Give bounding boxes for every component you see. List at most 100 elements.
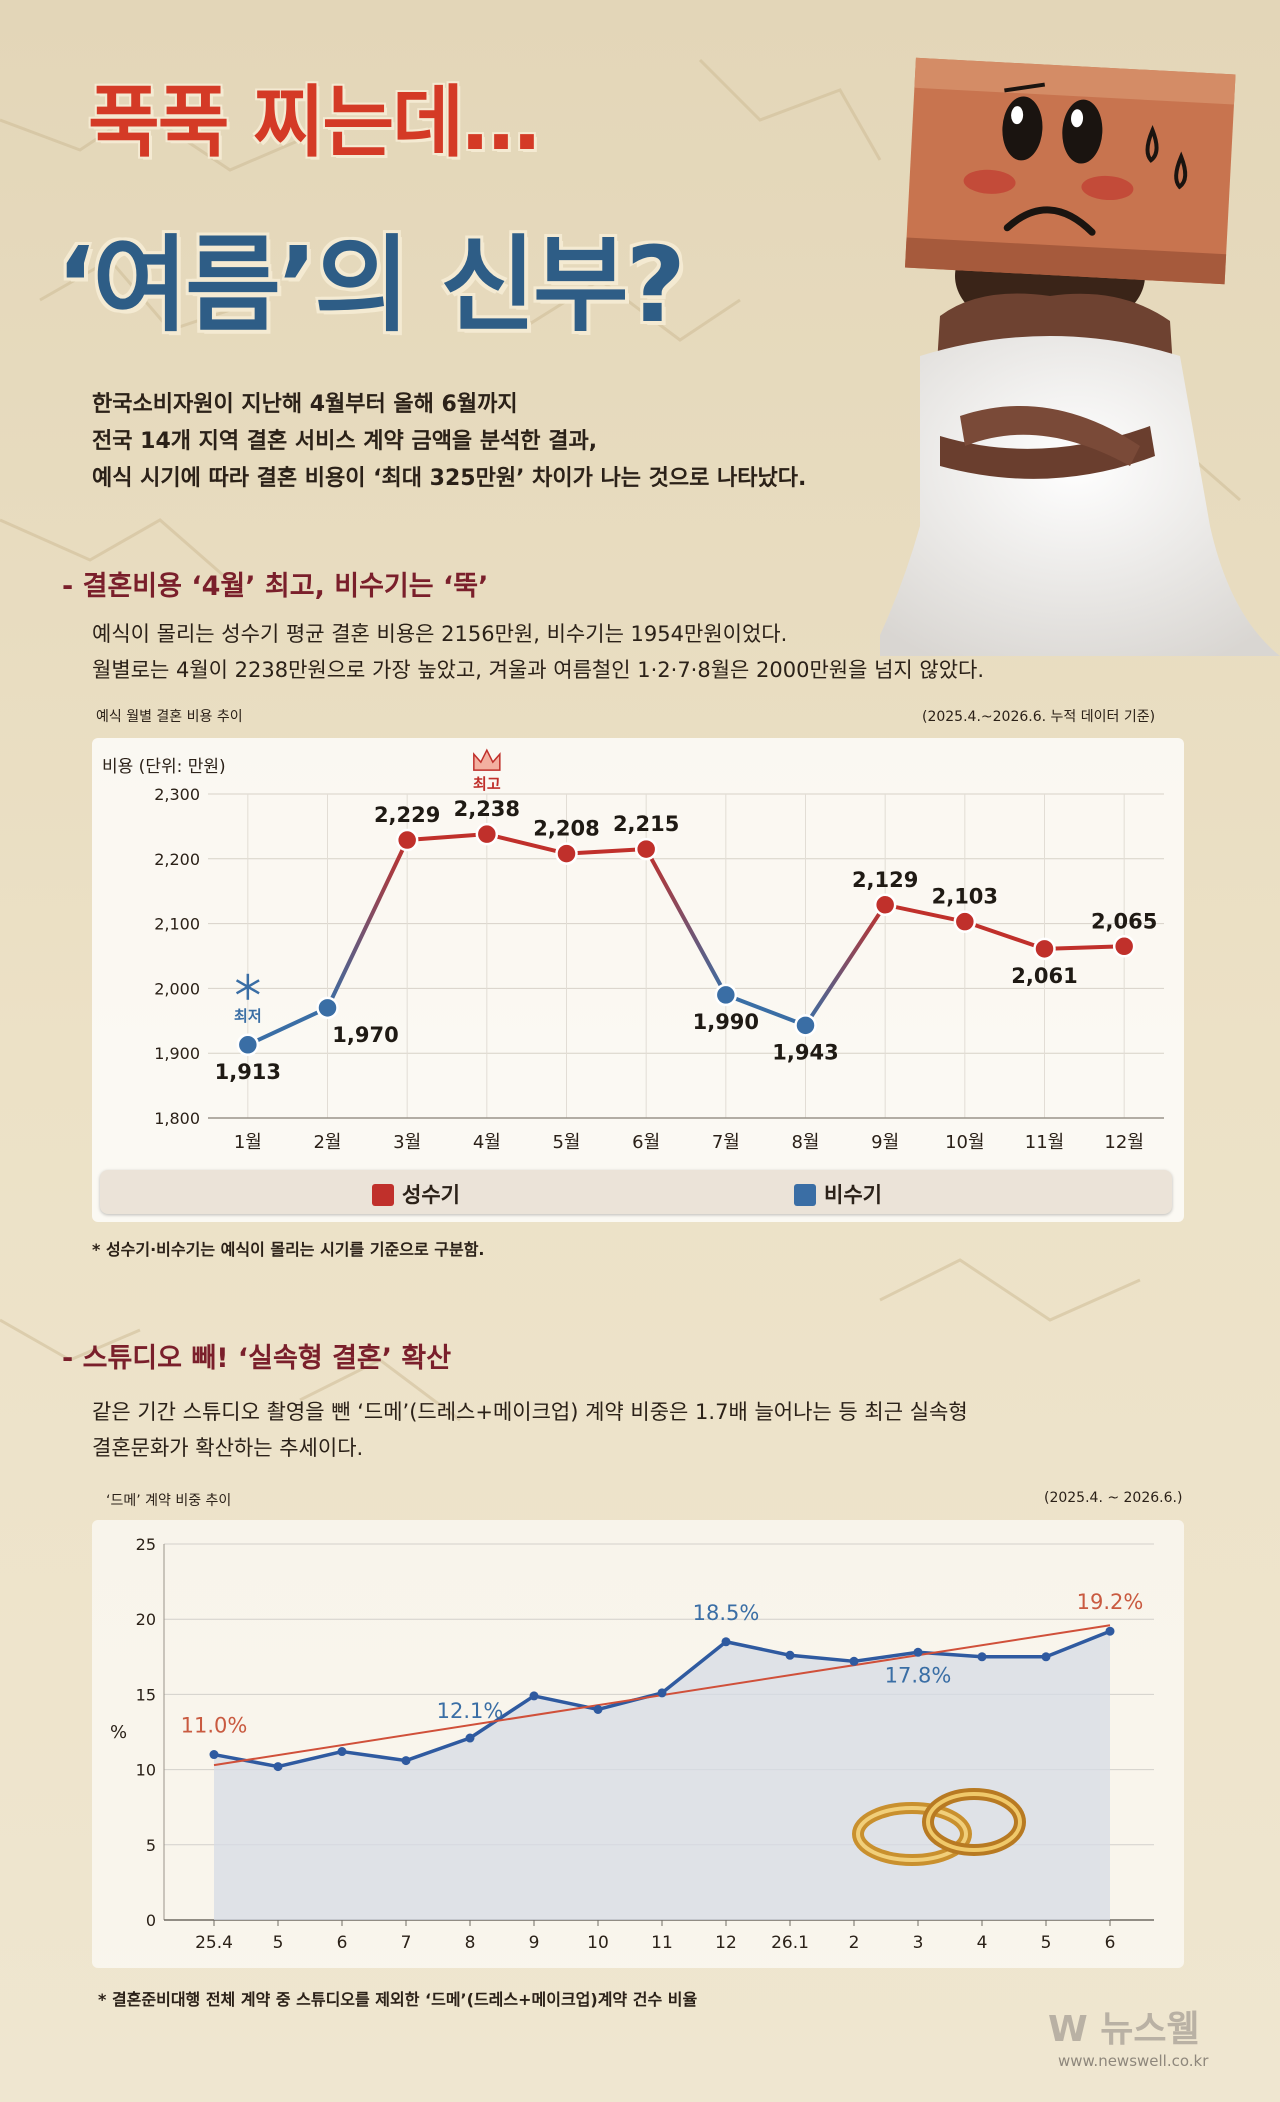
section2-note: * 결혼준비대행 전체 계약 중 스튜디오를 제외한 ‘드메’(드레스+메이크업… (98, 1990, 698, 2009)
line-segment (962, 919, 1047, 951)
title-line-1: 푹푹 찌는데… (88, 78, 540, 168)
chart1-y-axis-label: 비용 (단위: 만원) (102, 757, 226, 777)
line-segment (1042, 944, 1127, 951)
ring-right-highlight (926, 1792, 1022, 1852)
data-point (657, 1688, 667, 1698)
line-segment (644, 847, 728, 997)
data-point (555, 842, 578, 865)
x-tick-label: 5 (1041, 1933, 1052, 1953)
max-annotation: 최고 (473, 775, 501, 793)
data-label: 2,129 (852, 868, 918, 892)
x-tick-label: 11월 (1025, 1132, 1064, 1153)
data-label: 2,065 (1091, 909, 1157, 933)
x-tick-label: 3월 (393, 1132, 421, 1153)
x-tick-label: 6 (1105, 1933, 1116, 1953)
x-tick-label: 4 (977, 1933, 988, 1953)
chart1-panel (92, 738, 1184, 1222)
logo-url: www.newswell.co.kr (1058, 2052, 1209, 2070)
data-point (465, 1733, 475, 1743)
x-tick-label: 10월 (945, 1132, 984, 1153)
title-line-2: ‘여름’의 신부? (56, 224, 686, 346)
legend-swatch-peak (372, 1184, 394, 1206)
legend-item-peak: 성수기 (372, 1179, 460, 1209)
data-point (475, 822, 499, 846)
data-point (593, 1704, 603, 1714)
data-point (401, 1756, 411, 1766)
data-label: 19.2% (1077, 1590, 1144, 1614)
legend-label-off: 비수기 (824, 1183, 882, 1207)
line-segment (723, 992, 808, 1028)
data-point (337, 1747, 347, 1757)
deume-share-area-chart: 0 5 10 15 20 25% 25.4 5 6 7 8 9 10 11 12 26.1 2 3 4 5 6 11.0%… (110, 1535, 1154, 1953)
y-tick-label: 0 (146, 1911, 156, 1930)
line-segment (564, 847, 649, 856)
section1-paragraph: 예식이 몰리는 성수기 평균 결혼 비용은 2156만원, 비수기는 1954만… (92, 616, 984, 688)
data-point (1041, 1652, 1051, 1662)
x-tick-label: 25.4 (195, 1933, 233, 1953)
data-point (1033, 937, 1056, 961)
section2-para-line: 결혼문화가 확산하는 추세이다. (92, 1436, 364, 1460)
ring-left-highlight (856, 1806, 968, 1862)
data-label: 17.8% (885, 1663, 952, 1687)
y-tick-label: 2,200 (154, 850, 200, 869)
y-tick-label: 1,800 (154, 1109, 200, 1128)
data-point (785, 1650, 795, 1660)
data-point (953, 910, 977, 933)
intro-paragraph: 한국소비자원이 지난해 4월부터 올해 6월까지 전국 14개 지역 결혼 서비… (92, 386, 806, 497)
logo-text: 뉴스웰 (1100, 2009, 1200, 2050)
x-tick-label: 10 (587, 1933, 609, 1953)
data-label: 2,103 (932, 885, 998, 909)
data-label: 1,970 (332, 1023, 398, 1047)
bride-with-box-illustration (880, 57, 1280, 656)
y-tick-label: 15 (136, 1685, 156, 1704)
line-segment (325, 838, 410, 1010)
x-tick-label: 8 (465, 1933, 476, 1953)
data-label: 18.5% (693, 1601, 760, 1625)
y-tick-label: 20 (136, 1610, 156, 1629)
y-tick-label: 2,000 (154, 979, 200, 998)
crown-icon (473, 748, 501, 771)
chart1-legend: 성수기 비수기 (100, 1170, 1172, 1214)
snowflake-icon (235, 973, 260, 1000)
x-tick-label: 26.1 (771, 1933, 809, 1953)
line-segment (405, 832, 489, 843)
data-point (209, 1750, 219, 1760)
data-point (873, 893, 897, 917)
legend-swatch-off (794, 1184, 816, 1206)
data-point (714, 983, 738, 1007)
chart1-source: (2025.4.~2026.6. 누적 데이터 기준) (922, 709, 1156, 725)
data-label: 2,229 (374, 803, 440, 827)
area-fill (214, 1631, 1110, 1920)
data-point (913, 1647, 923, 1657)
x-tick-label: 2월 (313, 1132, 341, 1153)
section1-para-line: 예식이 몰리는 성수기 평균 결혼 비용은 2156만원, 비수기는 1954만… (92, 622, 788, 646)
section1-para-line: 월별로는 4월이 2238만원으로 가장 높았고, 겨울과 여름철인 1·2·7… (92, 658, 985, 682)
chart2-caption: ‘드메’ 계약 비중 추이 (106, 1493, 232, 1509)
data-label: 12.1% (437, 1699, 504, 1723)
x-tick-label: 4월 (473, 1132, 501, 1153)
data-label: 11.0% (181, 1714, 248, 1738)
x-tick-label: 12월 (1104, 1132, 1143, 1153)
intro-line: 전국 14개 지역 결혼 서비스 계약 금액을 분석한 결과, (92, 429, 598, 454)
x-tick-label: 5월 (552, 1132, 580, 1153)
chart2-source: (2025.4. ~ 2026.6.) (1044, 1490, 1183, 1506)
min-annotation: 최저 (234, 1007, 262, 1025)
snowflake-arm (235, 979, 260, 995)
data-label: 2,215 (613, 812, 679, 836)
x-tick-label: 6 (337, 1933, 348, 1953)
y-tick-label: 2,100 (154, 915, 200, 934)
newswell-logo: W 뉴스웰 (1048, 2000, 1200, 2052)
section2-paragraph: 같은 기간 스튜디오 촬영을 뺀 ‘드메’(드레스+메이크업) 계약 비중은 1… (92, 1394, 968, 1466)
x-tick-label: 2 (849, 1933, 860, 1953)
data-label: 1,990 (693, 1010, 759, 1034)
data-point (794, 1014, 817, 1037)
wedding-rings-icon (852, 1788, 1026, 1866)
data-label: 1,913 (215, 1060, 281, 1084)
data-label: 2,238 (454, 797, 520, 821)
chart1-caption: 예식 월별 결혼 비용 추이 (96, 709, 243, 725)
data-point (316, 996, 339, 1020)
data-point (1112, 935, 1136, 958)
data-point (634, 837, 658, 861)
y-tick-label: 2,300 (154, 785, 200, 804)
section2-heading: - 스튜디오 빼! ‘실속형 결혼’ 확산 (62, 1343, 452, 1374)
